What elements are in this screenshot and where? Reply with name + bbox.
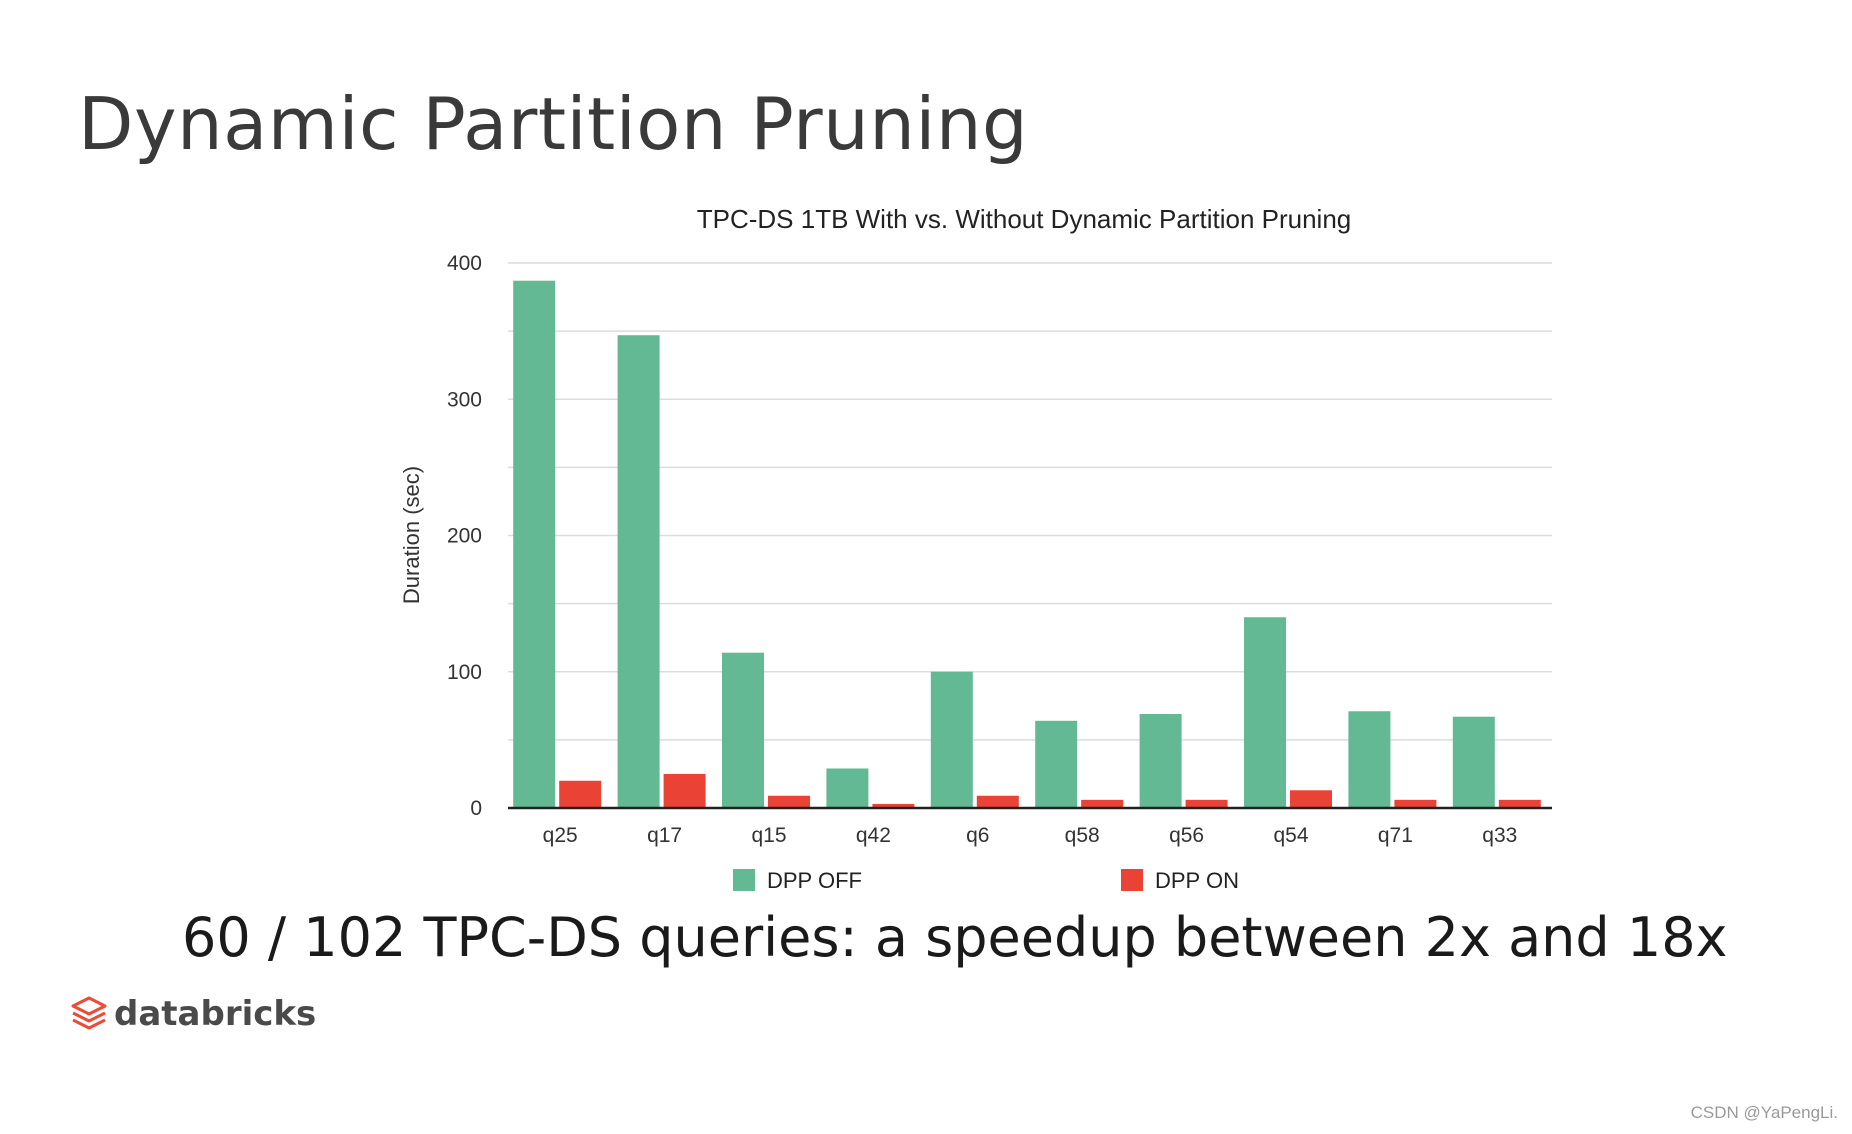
bar-dpp-off-q33 [1452, 716, 1495, 808]
slide-title: Dynamic Partition Pruning [78, 82, 1029, 166]
bar-dpp-on-q17 [663, 773, 706, 808]
bar-dpp-off-q56 [1139, 713, 1182, 808]
gridlines [508, 262, 1552, 741]
bar-dpp-off-q42 [826, 768, 869, 808]
y-axis-ticks: 0 100 200 300 400 [447, 252, 482, 820]
bar-dpp-on-q33 [1498, 799, 1541, 808]
bar-dpp-on-q6 [976, 795, 1019, 808]
bar-chart: TPC-DS 1TB With vs. Without Dynamic Part… [399, 204, 1552, 893]
bar-dpp-off-q58 [1035, 720, 1078, 808]
y-tick-label: 200 [447, 525, 482, 548]
y-tick-label: 300 [447, 388, 482, 411]
x-tick-label: q56 [1169, 824, 1204, 847]
bar-dpp-on-q54 [1290, 790, 1332, 808]
bar-dpp-off-q17 [617, 335, 660, 808]
x-tick-label: q6 [966, 824, 989, 847]
watermark: CSDN @YaPengLi. [1690, 1103, 1838, 1122]
y-tick-label: 100 [447, 661, 482, 684]
x-tick-label: q17 [647, 824, 682, 847]
y-axis-title: Duration (sec) [399, 466, 424, 604]
y-tick-label: 0 [470, 797, 482, 820]
bar-dpp-on-q56 [1185, 799, 1228, 808]
legend: DPP OFF DPP ON [733, 868, 1239, 893]
bar-dpp-off-q54 [1244, 617, 1286, 808]
brand-name: databricks [114, 994, 317, 1034]
brand-logo: databricks [70, 992, 316, 1036]
bar-dpp-off-q15 [722, 652, 764, 808]
bar-dpp-on-q71 [1394, 799, 1437, 808]
legend-swatch [1121, 869, 1143, 891]
y-tick-label: 400 [447, 252, 482, 275]
legend-swatch [733, 869, 755, 891]
databricks-logo-icon [71, 996, 107, 1030]
bar-dpp-off-q6 [930, 671, 973, 808]
x-tick-label: q58 [1065, 824, 1100, 847]
chart-title: TPC-DS 1TB With vs. Without Dynamic Part… [697, 204, 1352, 234]
legend-label: DPP ON [1155, 868, 1239, 893]
bar-dpp-off-q25 [513, 280, 556, 808]
x-tick-label: q71 [1378, 824, 1413, 847]
x-axis-ticks: q25 q17 q15 q42 q6 q58 q56 q54 q71 q33 [543, 824, 1518, 847]
legend-label: DPP OFF [767, 868, 862, 893]
x-tick-label: q33 [1482, 824, 1517, 847]
bar-dpp-off-q71 [1348, 711, 1391, 808]
bars [513, 280, 1541, 808]
x-tick-label: q25 [543, 824, 578, 847]
bar-dpp-on-q25 [559, 780, 602, 808]
x-tick-label: q42 [856, 824, 891, 847]
bar-dpp-on-q42 [872, 803, 915, 808]
bar-dpp-on-q15 [768, 795, 810, 808]
x-tick-label: q54 [1273, 824, 1308, 847]
x-tick-label: q15 [751, 824, 786, 847]
slide-caption: 60 / 102 TPC-DS queries: a speedup betwe… [182, 906, 1728, 969]
bar-dpp-on-q58 [1081, 799, 1124, 808]
